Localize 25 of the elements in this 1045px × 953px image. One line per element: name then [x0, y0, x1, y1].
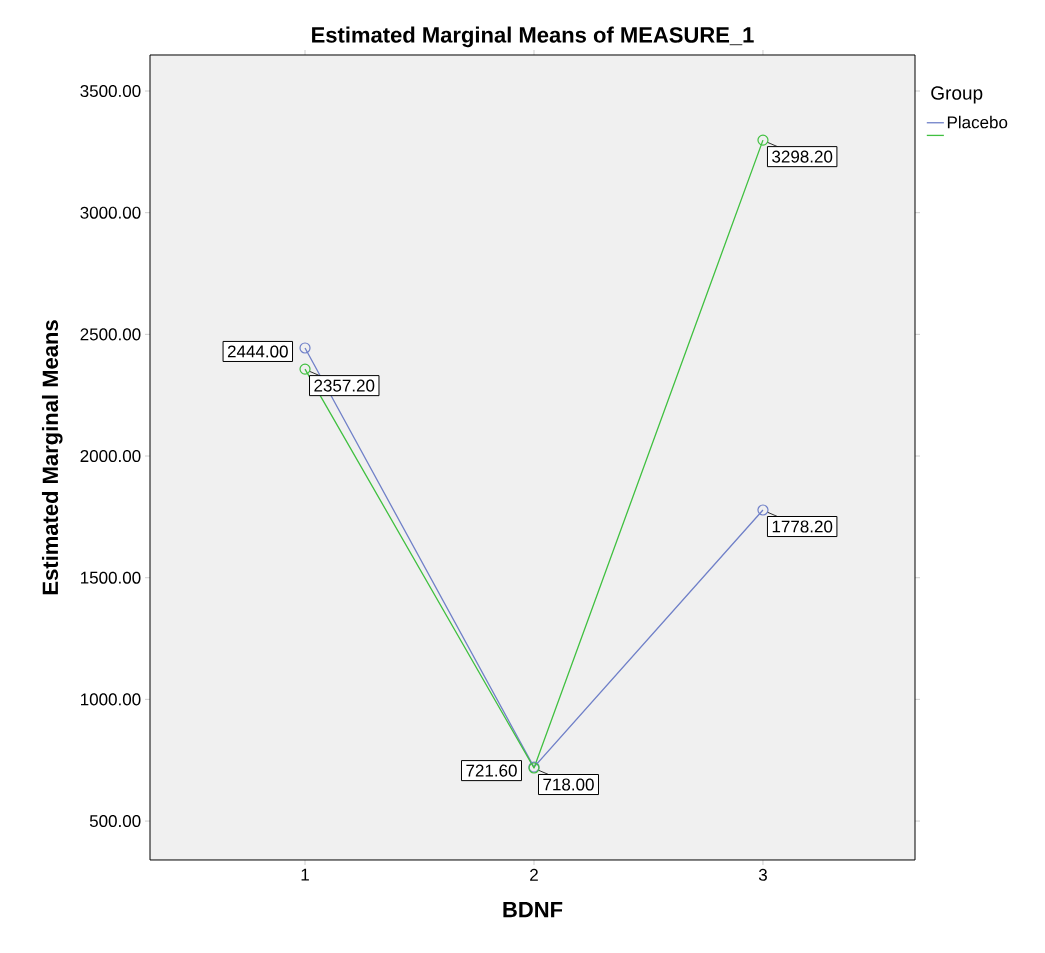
y-tick-label: 1500.00 — [81, 571, 141, 584]
x-tick-label: 1 — [301, 868, 309, 881]
chart-title: Estimated Marginal Means of MEASURE_1 — [312, 26, 754, 48]
point — [299, 363, 311, 375]
y-tick-label: 3500.00 — [80, 84, 141, 98]
y-tick-label: 2500.00 — [80, 328, 141, 341]
data-label: 2444.00 — [227, 345, 288, 358]
data-label: 1778.20 — [772, 520, 833, 533]
y-tick-label: 500.00 — [89, 815, 141, 828]
point — [299, 342, 311, 354]
data-label: 2357.20 — [314, 379, 375, 392]
data-label: 718.00 — [543, 778, 594, 791]
y-axis-title: Estimated Marginal Means — [41, 320, 63, 595]
point — [757, 504, 769, 516]
y-tick-label: 3000.00 — [80, 206, 141, 219]
y-tick-label: 1000.00 — [81, 693, 141, 706]
data-label: 3298.20 — [772, 150, 833, 163]
legend-title: Group — [931, 86, 983, 104]
legend-label: Placebo — [947, 115, 1008, 129]
y-tick-label: 2000.00 — [80, 450, 141, 463]
x-axis-title: BDNF — [503, 902, 563, 918]
x-tick-label: 3 — [758, 868, 767, 881]
x-tick-label: 2 — [530, 868, 538, 881]
point — [757, 134, 769, 146]
data-label: 721.60 — [466, 764, 517, 777]
